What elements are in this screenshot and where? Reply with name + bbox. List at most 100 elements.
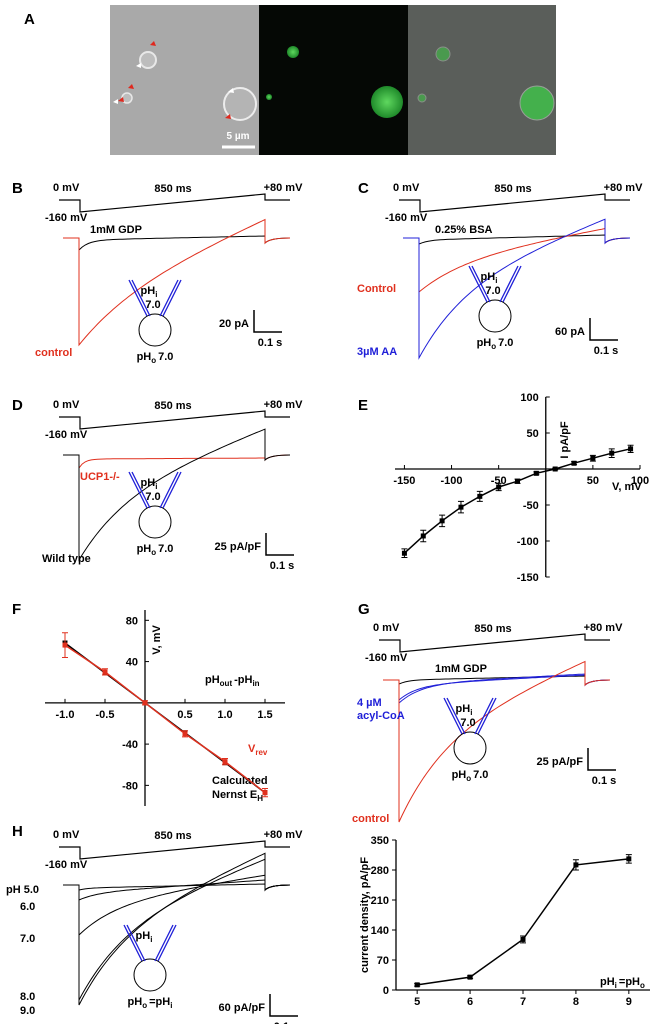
annotation: Control [357,283,396,295]
label-part: H [257,794,263,803]
current-trace [403,218,631,360]
voltage-protocol [59,410,290,430]
label-part: i [170,1001,172,1010]
voltage-protocol [379,633,610,653]
panel-label: C [358,180,369,197]
label-part: pH [452,769,467,781]
scale-label: 5 µm [227,131,250,142]
protocol-label: +80 mV [264,399,303,411]
pipette [157,924,177,962]
y-tick-label: 210 [371,895,389,907]
current-trace [63,235,291,252]
current-trace [63,454,291,470]
data-point [467,974,473,980]
y-tick-label: -50 [523,500,539,512]
pipette [123,924,143,962]
data-point [515,478,520,484]
scale-label: 25 pA/pF [215,541,262,553]
data-point [573,862,579,868]
label-part: V [248,743,256,755]
pipette [443,697,463,735]
cell-outline [133,958,167,992]
label-part: 7.0 [158,351,173,363]
panel-label: H [12,823,23,840]
protocol-label: 850 ms [154,400,191,412]
current-trace [63,852,291,1006]
data-point [401,550,407,556]
label-part: o [151,356,156,365]
scale-label: 0.1 s [594,345,618,357]
x-tick-label: -0.5 [96,709,115,721]
protocol-label: 0 mV [53,399,80,411]
x-tick-label: 100 [631,475,649,487]
cell [435,46,451,62]
data-point [222,759,228,765]
protocol-label: +80 mV [604,182,643,194]
trace-label: 7.0 [20,933,35,945]
scale-label: 0.1 s [274,1021,298,1024]
label-part: pH [141,285,156,297]
series-line [417,858,629,986]
cell [223,87,257,121]
trace-label: pH 5.0 [6,884,39,896]
label-part: i [615,981,617,990]
pipette-label: 7.0 [460,717,475,729]
current-trace [383,660,611,823]
label-part: pH [205,674,220,686]
pipette [499,265,519,303]
pipette-label: pHo =pHi [128,996,173,1010]
current-trace [63,874,291,937]
label-part: 7.0 [498,337,513,349]
panel-label: A [24,11,35,28]
data-point [552,466,558,472]
cell [139,51,157,69]
voltage-protocol [59,840,290,860]
current-trace [403,227,631,294]
cell [519,85,555,121]
pipette-label: pHi [136,930,153,944]
label-part: pH [137,543,152,555]
label-part: V, mV [612,481,642,493]
pipette-label: 7.0 [485,285,500,297]
trace-label: 9.0 [20,1005,35,1017]
data-point [439,518,445,524]
pipette [159,279,179,317]
label-part: o [151,548,156,557]
y-tick-label: -40 [122,739,138,751]
pipette-label: pHo 7.0 [477,337,514,351]
scale-label: 25 pA/pF [537,756,584,768]
label-part: 7.0 [158,543,173,555]
pipette [131,471,151,509]
panel-label: D [12,397,23,414]
x-tick-label: -150 [393,475,415,487]
current-trace [63,218,291,347]
label-part: o [491,342,496,351]
label-part: i [470,708,472,717]
label-part: Nernst E [212,789,257,801]
x-tick-label: -1.0 [56,709,75,721]
label-part: -pH [234,674,252,686]
annotation: Nernst EH [212,789,263,803]
pipette [474,697,494,735]
data-point [520,936,526,942]
data-point [477,493,483,499]
series-line [64,644,266,794]
trace-label: 8.0 [20,991,35,1003]
pipette-label: 7.0 [145,299,160,311]
scale-label: 20 pA [219,318,249,330]
label-part: pH [600,976,615,988]
label-part: rev [255,748,268,757]
annotation: Calculated [212,775,268,787]
y-tick-label: 40 [126,657,138,669]
cell [266,94,272,100]
y-tick-label: -80 [122,780,138,792]
x-tick-label: 7 [520,996,526,1008]
pipette [468,265,488,303]
micrographs: 5 µm [110,5,556,155]
overlay-image [408,5,556,155]
current-trace [383,673,611,705]
pipette [131,279,151,317]
label-part: Calculated [212,775,268,787]
protocol-label: 850 ms [494,183,531,195]
